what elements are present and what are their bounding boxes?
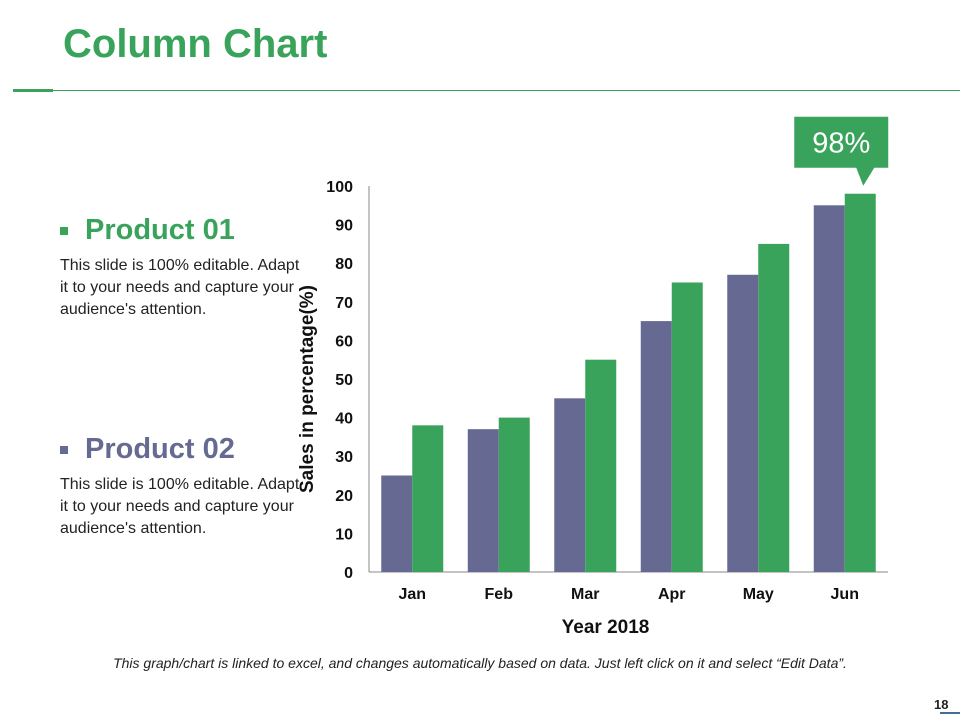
y-axis-title: Sales in percentage(%) <box>297 285 318 493</box>
chart-bars <box>381 193 876 573</box>
bar <box>727 274 759 572</box>
y-tick-label: 80 <box>335 256 353 273</box>
callout-bubble <box>794 116 889 186</box>
x-axis-title: Year 2018 <box>562 617 650 638</box>
bar <box>640 321 672 572</box>
slide-title: Column Chart <box>63 22 328 66</box>
title-divider-accent <box>13 89 53 92</box>
product-02-block: Product 02 This slide is 100% editable. … <box>60 433 300 540</box>
x-tick-label: May <box>743 586 774 603</box>
square-bullet-icon <box>60 226 68 235</box>
page-number-underline <box>940 712 960 714</box>
y-tick-label: 100 <box>326 179 353 196</box>
x-tick-label: Jan <box>398 586 426 603</box>
bar <box>467 429 499 572</box>
y-tick-label: 0 <box>344 565 353 582</box>
product-01-description: This slide is 100% editable. Adapt it to… <box>60 257 300 318</box>
square-bullet-icon <box>60 445 68 454</box>
y-tick-label: 70 <box>335 295 353 312</box>
product-01-heading: Product 01 <box>60 214 300 247</box>
page-number: 18 <box>934 697 949 712</box>
title-divider <box>13 90 960 91</box>
y-tick-label: 20 <box>335 488 353 505</box>
y-tick-label: 40 <box>335 411 353 428</box>
product-01-block: Product 01 This slide is 100% editable. … <box>60 214 300 321</box>
bar <box>585 359 617 572</box>
bar <box>412 425 444 572</box>
bar <box>671 282 703 572</box>
x-tick-label: Apr <box>658 586 686 603</box>
y-tick-label: 30 <box>335 449 353 466</box>
bar <box>844 193 876 572</box>
footnote: This graph/chart is linked to excel, and… <box>113 655 847 671</box>
y-tick-label: 10 <box>335 526 353 543</box>
product-01-title: Product 01 <box>85 214 235 246</box>
product-02-title: Product 02 <box>85 433 235 465</box>
bar <box>758 243 790 572</box>
value-callout: 98% <box>794 116 889 186</box>
bar <box>554 398 586 572</box>
x-tick-label: Jun <box>831 586 859 603</box>
y-tick-label: 90 <box>335 218 353 235</box>
product-02-description: This slide is 100% editable. Adapt it to… <box>60 476 300 537</box>
x-tick-label: Mar <box>571 586 599 603</box>
y-tick-label: 60 <box>335 333 353 350</box>
callout-label: 98% <box>812 128 870 160</box>
y-tick-label: 50 <box>335 372 353 389</box>
bar <box>498 417 530 572</box>
bar <box>813 205 845 573</box>
product-02-heading: Product 02 <box>60 433 300 466</box>
bar <box>381 475 413 572</box>
x-tick-label: Feb <box>485 586 514 603</box>
chart-axes <box>368 186 888 573</box>
chart-labels: 0 10 20 30 40 50 60 70 80 90 100 Jan Feb Mar Apr May Jun… <box>297 179 859 638</box>
